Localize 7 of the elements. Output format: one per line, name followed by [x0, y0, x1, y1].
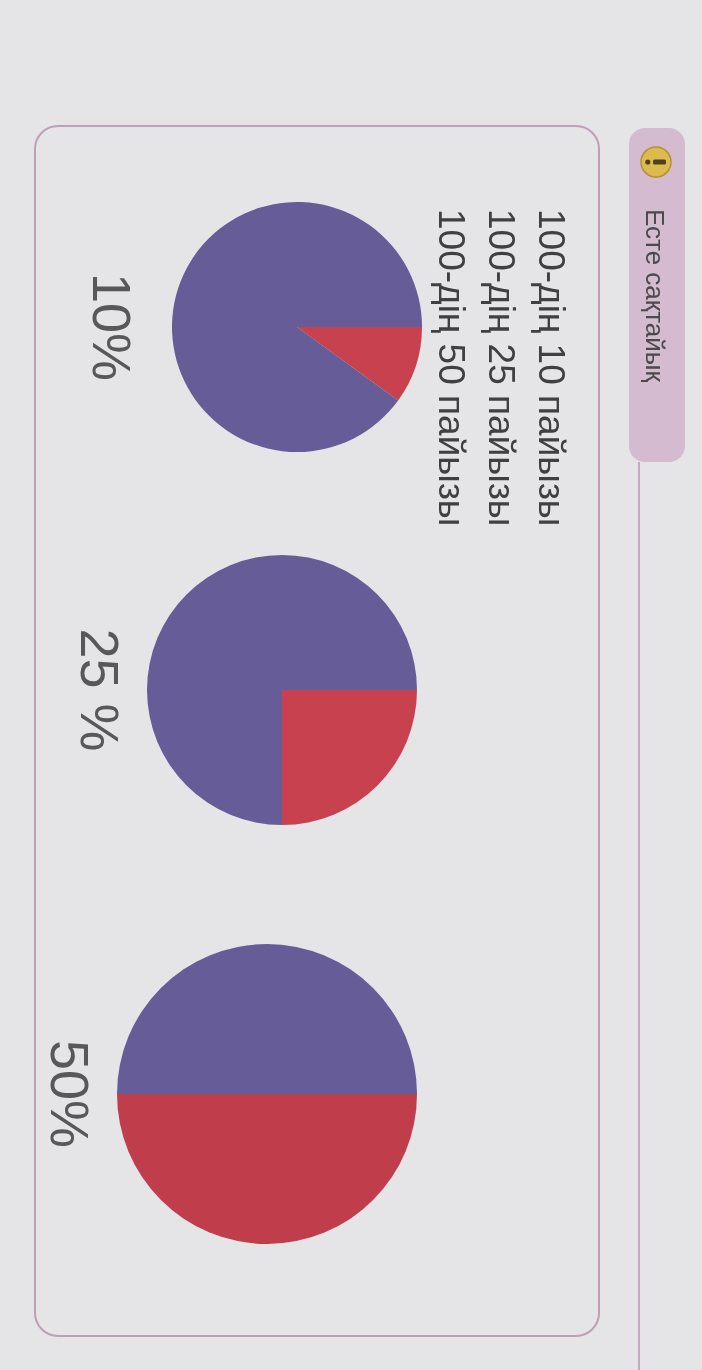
text: 10% — [81, 272, 142, 382]
text: Есте сақтайық — [640, 209, 670, 382]
text: 100-дің 10 пайызы — [530, 209, 573, 527]
text: 100-дің 25 пайызы — [480, 209, 523, 527]
text: 50% — [39, 1039, 100, 1149]
text: 100-дің 50 пайызы — [430, 209, 473, 527]
text: 25 % — [69, 628, 130, 752]
